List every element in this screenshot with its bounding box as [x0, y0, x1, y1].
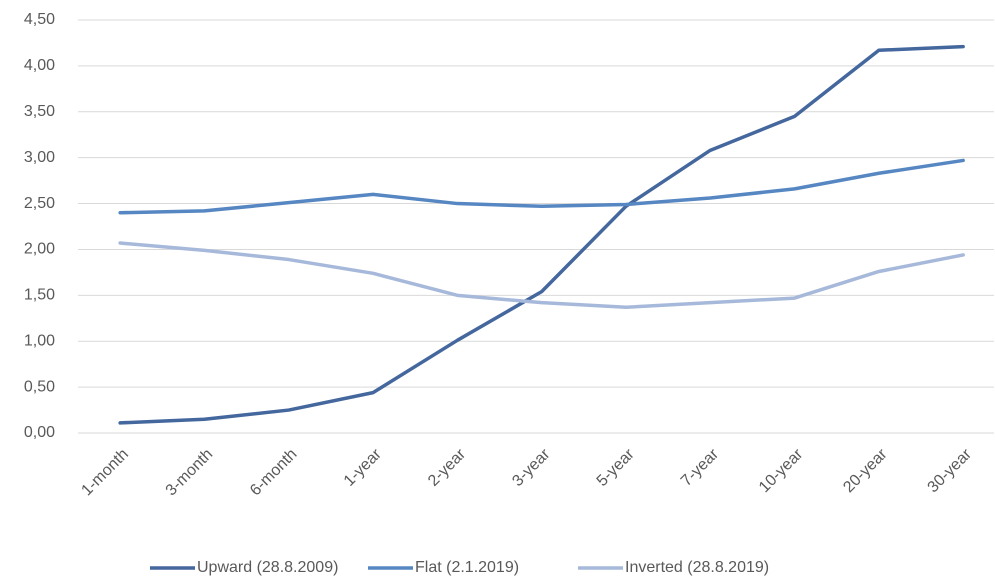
x-tick-label: 1-year: [341, 445, 386, 490]
legend-label: Inverted (28.8.2019): [625, 559, 769, 576]
x-tick-label: 2-year: [425, 445, 470, 490]
y-tick-label: 3,00: [24, 149, 55, 166]
x-tick-label: 3-year: [509, 445, 554, 490]
x-tick-label: 5-year: [594, 445, 639, 490]
x-tick-label: 7-year: [678, 445, 723, 490]
series-line: [118, 44, 965, 425]
x-tick-label: 10-year: [756, 445, 807, 496]
series-line: [118, 241, 965, 310]
y-tick-label: 1,00: [24, 332, 55, 349]
y-tick-label: 2,50: [24, 195, 55, 212]
legend-label: Upward (28.8.2009): [197, 559, 338, 576]
y-tick-label: 0,00: [24, 424, 55, 441]
x-tick-label: 20-year: [840, 445, 891, 496]
x-tick-label: 6-month: [247, 446, 301, 500]
y-tick-label: 1,50: [24, 287, 55, 304]
x-tick-label: 3-month: [163, 446, 217, 500]
y-tick-label: 3,50: [24, 103, 55, 120]
y-tick-label: 4,00: [24, 57, 55, 74]
legend-label: Flat (2.1.2019): [415, 559, 519, 576]
y-tick-label: 2,00: [24, 241, 55, 258]
x-tick-label: 30-year: [925, 445, 976, 496]
y-tick-label: 4,50: [24, 11, 55, 28]
series-line: [118, 158, 965, 215]
y-tick-label: 0,50: [24, 378, 55, 395]
x-tick-label: 1-month: [78, 446, 132, 500]
